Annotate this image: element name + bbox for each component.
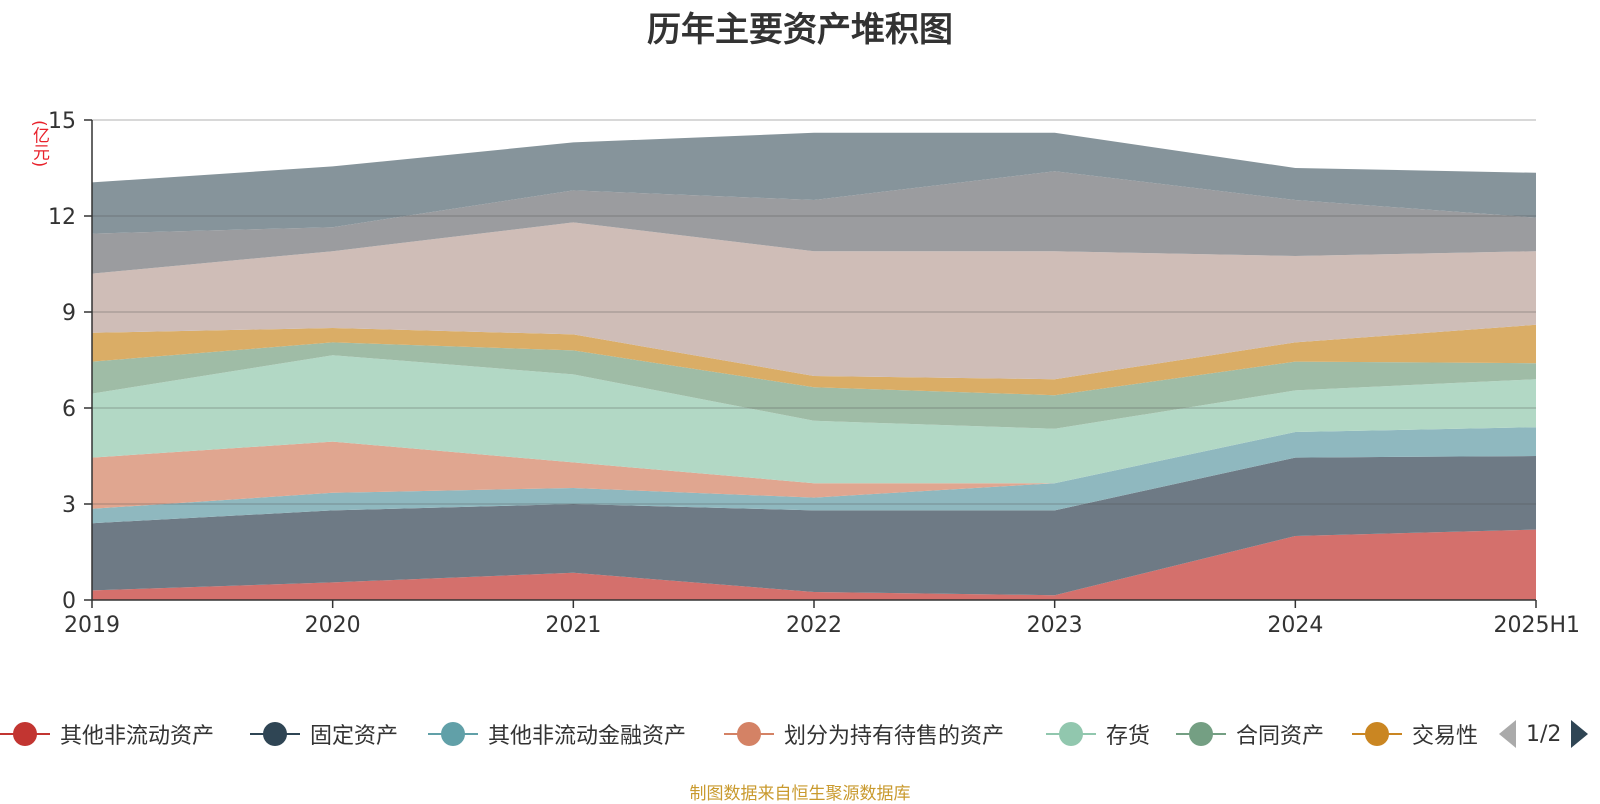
legend-item[interactable]: 划分为持有待售的资产 bbox=[724, 712, 1004, 756]
legend-label: 存货 bbox=[1106, 724, 1151, 749]
area-series-8 bbox=[92, 171, 1536, 274]
y-tick-label: 12 bbox=[48, 205, 76, 230]
area-series-3 bbox=[92, 427, 1536, 509]
y-tick-label: 3 bbox=[62, 493, 76, 518]
legend-marker-icon bbox=[0, 712, 50, 756]
grid-lines bbox=[92, 119, 1536, 505]
y-axis-unit-label: (亿元) bbox=[29, 120, 49, 168]
x-tick-label: 2021 bbox=[545, 613, 601, 638]
area-chart: 0 3 6 9 12 15 2019 2020 2021 2022 2023 2024 2025H1 bbox=[48, 109, 1580, 638]
x-tick-label: 2020 bbox=[305, 613, 361, 638]
legend-page-indicator: 1/2 bbox=[1526, 721, 1562, 747]
legend-item[interactable]: 其他非流动金融资产 bbox=[428, 712, 686, 756]
area-series-7 bbox=[92, 222, 1536, 380]
legend-marker-icon bbox=[1352, 712, 1402, 756]
x-tick-label: 2022 bbox=[786, 613, 842, 638]
legend-marker-icon bbox=[428, 712, 478, 756]
y-tick-label: 6 bbox=[62, 397, 76, 422]
legend-marker-icon bbox=[724, 712, 774, 756]
legend-label: 其他非流动金融资产 bbox=[488, 724, 687, 749]
axes: 0 3 6 9 12 15 2019 2020 2021 2022 2023 2024 2025H1 bbox=[48, 109, 1580, 638]
legend-pager: 1/2 bbox=[1498, 712, 1589, 756]
caret-right-icon[interactable] bbox=[1569, 719, 1589, 749]
area-series-4 bbox=[92, 355, 1536, 484]
x-tick-label: 2025H1 bbox=[1493, 613, 1580, 638]
legend-item[interactable]: 存货 bbox=[1046, 712, 1150, 756]
x-tick-label: 2023 bbox=[1027, 613, 1083, 638]
y-tick-label: 9 bbox=[62, 301, 76, 326]
legend-label: 固定资产 bbox=[310, 724, 399, 749]
legend-item[interactable]: 其他非流动资产 bbox=[0, 712, 214, 756]
legend-marker-icon bbox=[250, 712, 300, 756]
area-series-9 bbox=[92, 132, 1536, 234]
legend-label: 合同资产 bbox=[1236, 724, 1325, 749]
legend-marker-icon bbox=[1176, 712, 1226, 756]
legend-label: 划分为持有待售的资产 bbox=[784, 724, 1005, 749]
area-series-6 bbox=[92, 324, 1536, 396]
source-note: 制图数据来自恒生聚源数据库 bbox=[689, 784, 911, 804]
y-tick-label: 0 bbox=[62, 589, 76, 614]
area-series-0 bbox=[92, 529, 1536, 600]
area-series-2 bbox=[92, 427, 1536, 524]
area-series-group bbox=[92, 132, 1536, 600]
chart-title: 历年主要资产堆积图 bbox=[647, 10, 953, 50]
legend-item[interactable]: 交易性 bbox=[1352, 712, 1478, 756]
x-tick-label: 2019 bbox=[64, 613, 120, 638]
legend-label: 交易性 bbox=[1412, 724, 1479, 749]
legend: 其他非流动资产 固定资产 其他非流动金融资产 划分为持有待售的资产 存货 合同资产 交易性 bbox=[0, 712, 1600, 756]
caret-left-icon[interactable] bbox=[1498, 719, 1518, 749]
area-series-1 bbox=[92, 456, 1536, 596]
x-tick-label: 2024 bbox=[1267, 613, 1323, 638]
legend-label: 其他非流动资产 bbox=[60, 724, 215, 749]
area-series-5 bbox=[92, 342, 1536, 429]
legend-item[interactable]: 合同资产 bbox=[1176, 712, 1324, 756]
legend-item[interactable]: 固定资产 bbox=[250, 712, 398, 756]
legend-marker-icon bbox=[1046, 712, 1096, 756]
y-tick-label: 15 bbox=[48, 109, 76, 134]
